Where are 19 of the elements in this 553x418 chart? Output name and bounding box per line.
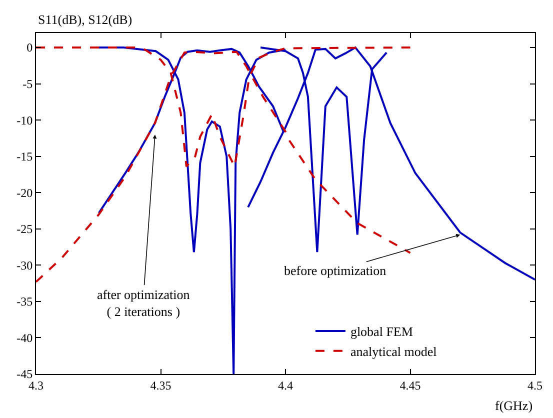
x-tick-label: 4.35 — [150, 378, 172, 392]
y-tick-label: 0 — [26, 40, 33, 55]
annotation: after optimization ( 2 iterations ) — [97, 287, 190, 319]
y-tick-label: -25 — [16, 222, 33, 236]
y-tick-label: -40 — [16, 330, 33, 345]
y-tick-label: -30 — [16, 258, 33, 272]
y-tick-label: -35 — [16, 294, 33, 309]
y-axis-title: S11(dB), S12(dB) — [38, 12, 132, 27]
y-tick-label: -20 — [16, 186, 33, 200]
y-tick-label: -15 — [16, 150, 33, 164]
x-tick-label: 4.4 — [278, 378, 293, 392]
legend-label: global FEM — [350, 324, 414, 340]
y-tick-label: -5 — [22, 76, 33, 91]
annotation: before optimization — [284, 263, 387, 278]
x-axis-title: f(GHz) — [495, 398, 533, 413]
x-tick-label: 4.5 — [528, 378, 542, 392]
legend-label: analytical model — [350, 344, 438, 359]
x-tick-label: 4.45 — [400, 378, 421, 392]
y-tick-label: -10 — [16, 113, 33, 128]
